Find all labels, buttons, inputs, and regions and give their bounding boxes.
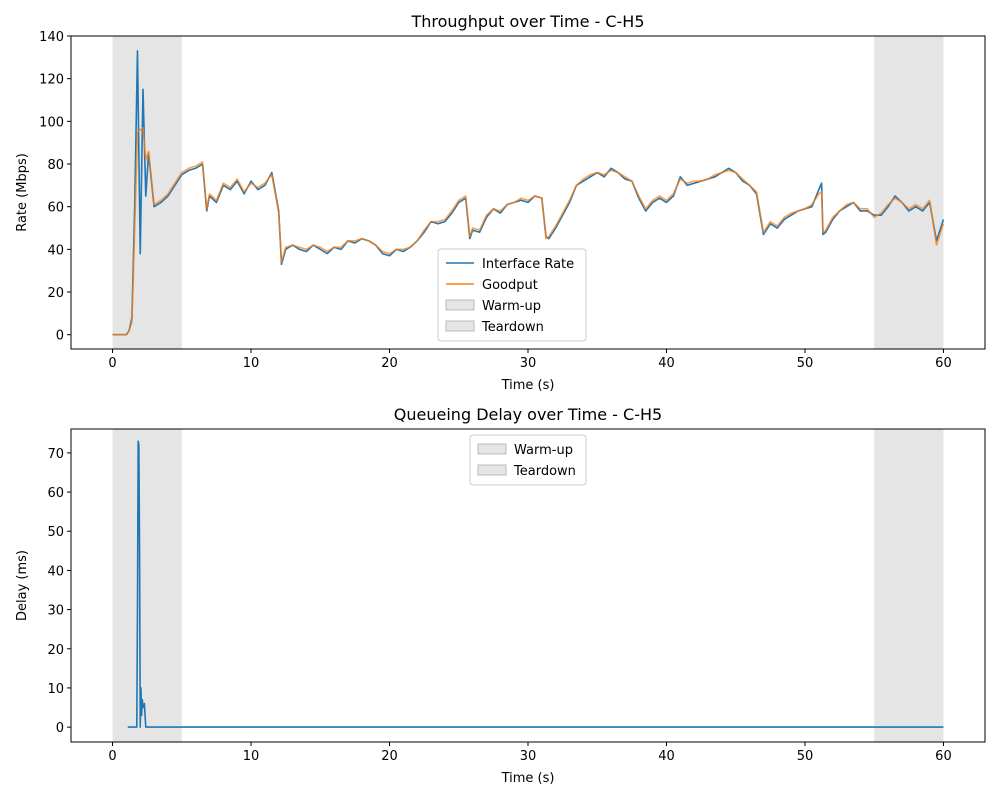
x-tick-label: 60 [935, 749, 952, 764]
x-axis-label: Time (s) [501, 378, 555, 393]
y-tick-label: 100 [39, 115, 64, 130]
legend-label: Interface Rate [482, 257, 574, 272]
y-tick-label: 140 [39, 30, 64, 45]
x-tick-label: 40 [658, 356, 675, 371]
legend-swatch [477, 443, 507, 455]
data-line [112, 126, 945, 336]
y-tick-label: 50 [47, 525, 64, 540]
legend-swatch [477, 464, 507, 476]
y-axis-label: Delay (ms) [15, 550, 30, 621]
chart-title: Queueing Delay over Time - C-H5 [394, 405, 662, 424]
x-tick-label: 60 [935, 356, 952, 371]
data-line [127, 440, 944, 728]
y-tick-label: 10 [47, 682, 64, 697]
x-tick-label: 10 [243, 749, 260, 764]
x-tick-label: 0 [108, 356, 116, 371]
legend: Interface Rate Goodput Warm-up Teardown [437, 248, 587, 342]
plot: 0 10 20 30 40 50 60 0 20 40 60 80 100 120 140 Throughpu… [15, 12, 986, 393]
shaded-span [874, 36, 944, 349]
y-tick-label: 60 [47, 486, 64, 501]
legend-label: Warm-up [514, 443, 573, 458]
x-tick-label: 10 [243, 356, 260, 371]
x-tick-label: 50 [797, 749, 814, 764]
legend-label: Warm-up [482, 299, 541, 314]
y-tick-label: 0 [56, 329, 64, 344]
y-tick-label: 20 [47, 286, 64, 301]
x-tick-label: 20 [381, 356, 398, 371]
y-tick-label: 120 [39, 73, 64, 88]
x-tick-label: 30 [520, 356, 537, 371]
y-tick-label: 80 [47, 158, 64, 173]
legend-frame [437, 248, 587, 342]
y-tick-label: 40 [47, 243, 64, 258]
plot: 0 10 20 30 40 50 60 0 10 20 30 40 50 60 70 Queueing Del… [15, 405, 986, 786]
y-tick-label: 0 [56, 721, 64, 736]
y-axis-label: Rate (Mbps) [15, 153, 30, 232]
chart-title: Throughput over Time - C-H5 [410, 12, 644, 31]
shaded-span [874, 429, 944, 742]
y-tick-label: 60 [47, 201, 64, 216]
y-tick-label: 30 [47, 604, 64, 619]
x-tick-label: 40 [658, 749, 675, 764]
shaded-span [112, 429, 182, 742]
legend-label: Teardown [513, 464, 576, 479]
legend: Warm-up Teardown [469, 434, 587, 486]
legend-label: Teardown [481, 320, 544, 335]
y-tick-label: 40 [47, 564, 64, 579]
y-tick-label: 70 [47, 447, 64, 462]
x-tick-label: 0 [108, 749, 116, 764]
x-tick-label: 20 [381, 749, 398, 764]
legend-label: Goodput [482, 278, 538, 293]
shaded-span [112, 36, 182, 349]
y-tick-label: 20 [47, 643, 64, 658]
legend-swatch [445, 299, 475, 311]
x-tick-label: 50 [797, 356, 814, 371]
x-axis-label: Time (s) [501, 771, 555, 786]
x-tick-label: 30 [520, 749, 537, 764]
legend-swatch [445, 320, 475, 332]
